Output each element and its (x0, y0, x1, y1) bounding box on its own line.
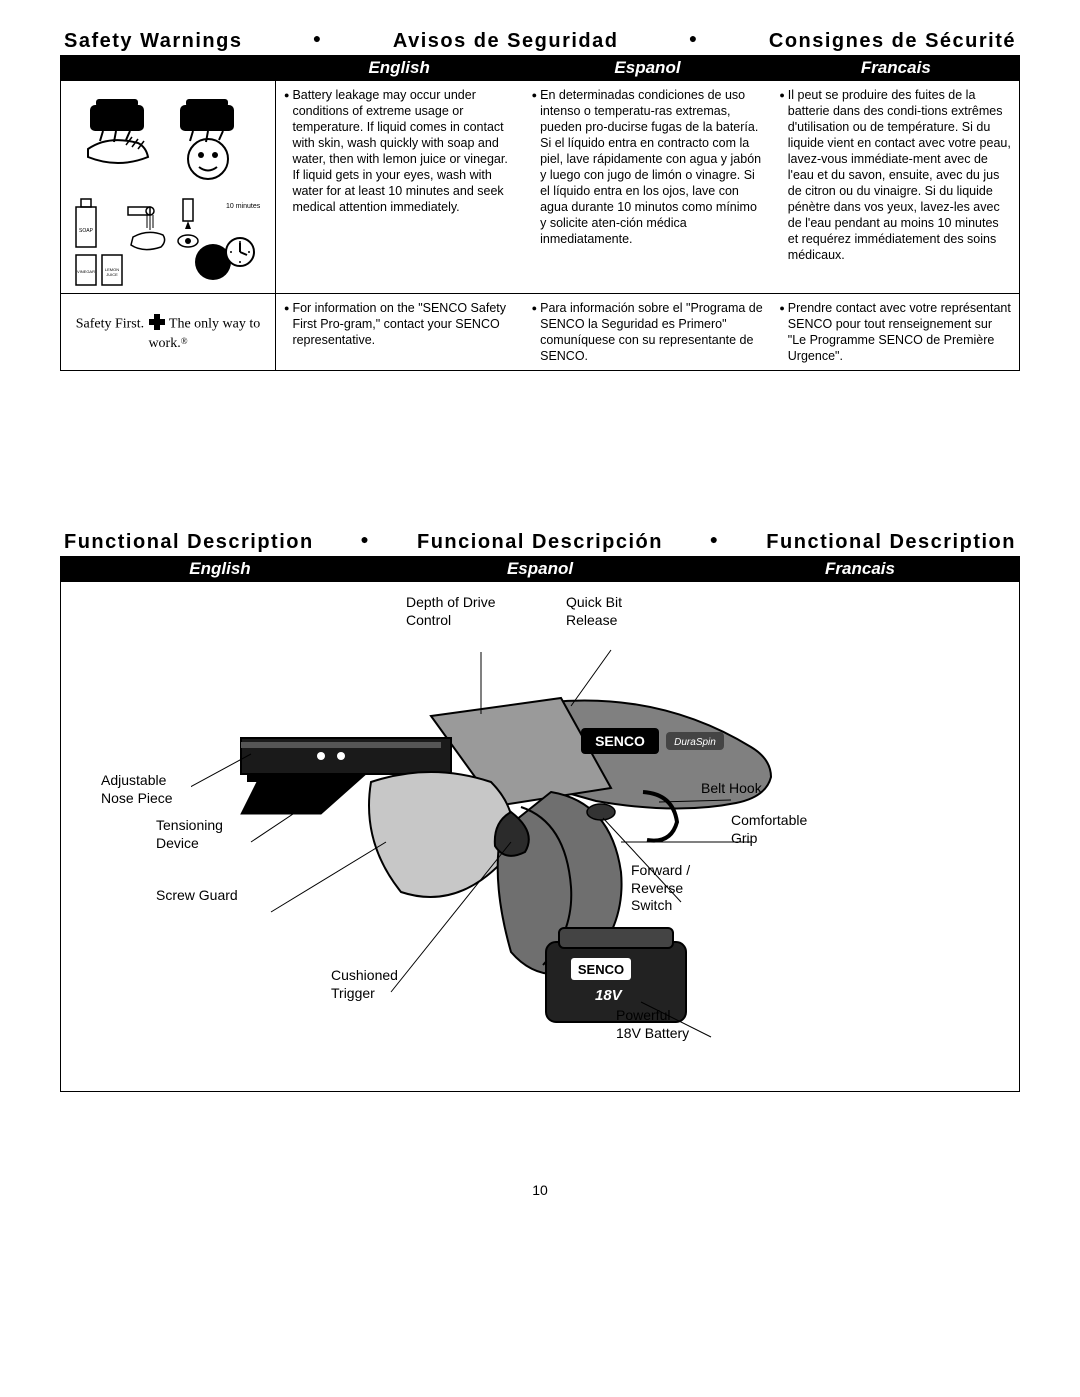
subbrand-label: DuraSpin (674, 737, 716, 748)
safety-heading: Safety Warnings ● Avisos de Seguridad ● … (60, 30, 1020, 53)
tool-diagram: SENCO DuraSpin SENCO 18V (60, 582, 1020, 1092)
functional-heading: Functional Description ● Funcional Descr… (60, 531, 1020, 554)
func-heading-es: Funcional Descripción (417, 531, 663, 554)
lang-english: English (275, 58, 523, 78)
func-heading-fr: Functional Description (766, 531, 1016, 554)
label-battery: Powerful 18V Battery (616, 1007, 689, 1042)
label-grip: Comfortable Grip (731, 812, 807, 847)
svg-text:18V: 18V (595, 987, 624, 1004)
svg-text:SENCO: SENCO (578, 962, 624, 977)
svg-text:VINEGAR: VINEGAR (77, 269, 95, 274)
heading-en: Safety Warnings (64, 30, 242, 53)
safety-first-slogan: Safety First. The only way to work.® (61, 294, 276, 370)
battery-leakage-illustration: SOAP VINEGAR LEMON JUICE 10 minutes (61, 81, 276, 293)
row2-es: ●Para información sobre el "Programa de … (524, 294, 772, 370)
svg-text:JUICE: JUICE (106, 272, 118, 277)
functional-lang-bar: English Espanol Francais (60, 556, 1020, 582)
label-belt: Belt Hook (701, 780, 762, 798)
safety-row-2: Safety First. The only way to work.® ●Fo… (61, 294, 1019, 370)
lang-espanol: Espanol (523, 58, 771, 78)
label-quickbit: Quick Bit Release (566, 594, 622, 629)
label-depth: Depth of Drive Control (406, 594, 495, 629)
tool-illustration: SENCO DuraSpin SENCO 18V (191, 642, 791, 1062)
page-number: 10 (60, 1182, 1020, 1198)
heading-es: Avisos de Seguridad (393, 30, 619, 53)
row1-en: ●Battery leakage may occur under conditi… (276, 81, 524, 293)
svg-text:SOAP: SOAP (79, 228, 94, 234)
lang-francais: Francais (772, 58, 1020, 78)
safety-row-1: SOAP VINEGAR LEMON JUICE 10 minutes (61, 81, 1019, 294)
label-nose: Adjustable Nose Piece (101, 772, 173, 807)
row2-fr: ●Prendre contact avec votre représentant… (771, 294, 1019, 370)
cross-icon (148, 313, 166, 336)
row1-es: ●En determinadas condiciones de uso inte… (524, 81, 772, 293)
label-trigger: Cushioned Trigger (331, 967, 398, 1002)
svg-text:10 minutes: 10 minutes (226, 203, 261, 210)
safety-table: SOAP VINEGAR LEMON JUICE 10 minutes (60, 81, 1020, 371)
heading-fr: Consignes de Sécurité (769, 30, 1016, 53)
safety-lang-bar: English Espanol Francais (60, 55, 1020, 81)
row1-fr: ●Il peut se produire des fuites de la ba… (771, 81, 1019, 293)
brand-label: SENCO (595, 733, 645, 749)
func-heading-en: Functional Description (64, 531, 314, 554)
label-guard: Screw Guard (156, 887, 238, 905)
row2-en: ●For information on the "SENCO Safety Fi… (276, 294, 524, 370)
label-switch: Forward / Reverse Switch (631, 862, 690, 915)
label-tension: Tensioning Device (156, 817, 223, 852)
